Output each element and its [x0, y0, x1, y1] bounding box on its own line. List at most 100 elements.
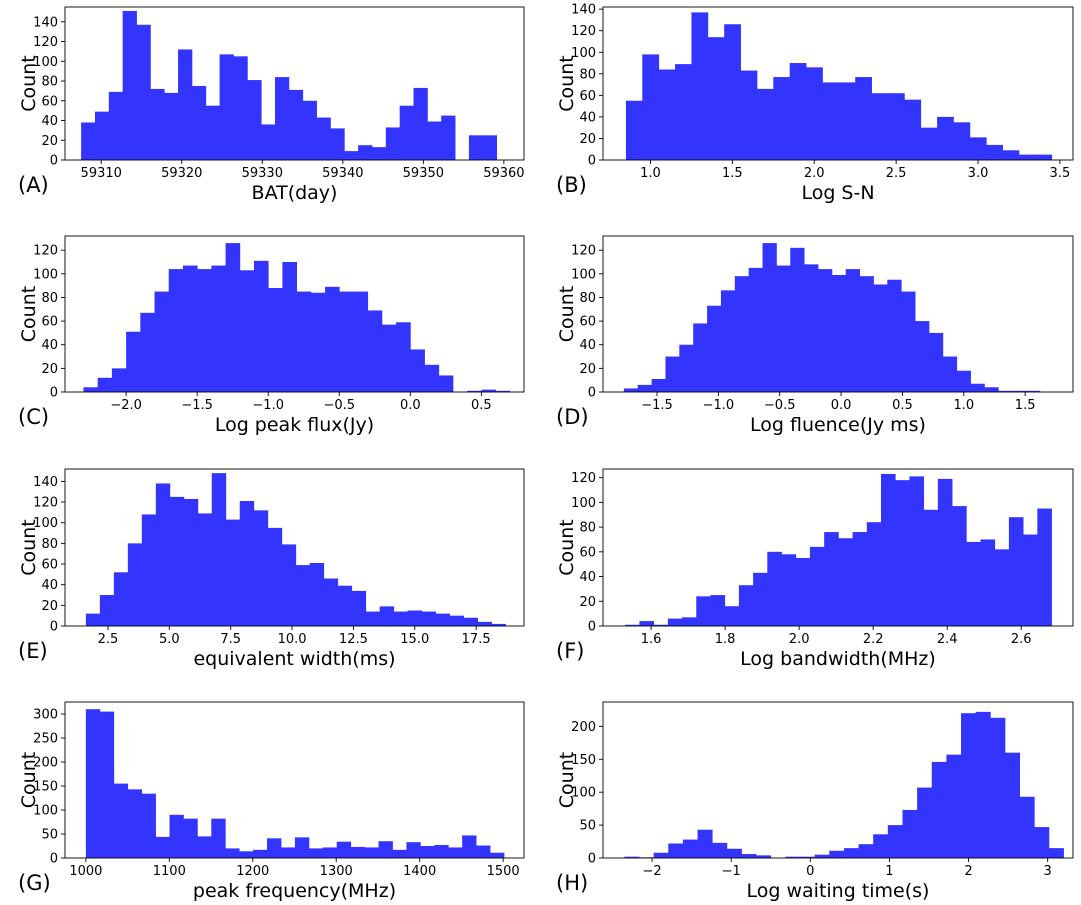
histogram-bar [197, 836, 212, 858]
histogram-bar [1048, 848, 1064, 858]
histogram-bar [164, 92, 179, 160]
histogram-bar [410, 349, 425, 392]
x-tick-label: −1 [722, 864, 741, 879]
histogram-bar [183, 818, 198, 858]
histogram-bar [756, 88, 774, 160]
histogram-panel: 1000 1100 1200 1300 1400 1500 0 50 100 150 200 250 3… [18, 701, 525, 902]
histogram-bar [720, 290, 736, 392]
histogram-bar [773, 77, 791, 160]
histogram-bar [873, 834, 889, 858]
y-tick-label: 80 [579, 67, 596, 82]
histogram-bar [365, 611, 381, 626]
histogram-panel: −2.0 −1.5 −1.0 −0.5 0.0 0.5 0 20 40 60 80 100 120 Log… [18, 235, 525, 436]
y-axis-label: Count [556, 55, 578, 111]
histogram-bar [804, 264, 819, 392]
histogram-bar [915, 321, 930, 392]
histogram-bar [795, 558, 811, 626]
histogram-panel: 1.6 1.8 2.0 2.2 2.4 2.6 0 20 40 60 80 100 120 Log ban… [556, 468, 1074, 670]
histogram-bar [738, 585, 754, 626]
x-axis-label: Log waiting time(s) [747, 880, 930, 902]
histogram-bar [970, 383, 985, 392]
histogram-bar [859, 276, 874, 392]
x-tick-label: 2.5 [98, 632, 119, 647]
axes-frame [64, 701, 525, 859]
histogram-bar [392, 849, 407, 858]
y-tick-label: 80 [579, 521, 596, 536]
histogram-bar [126, 331, 141, 392]
x-tick-label: 2.2 [863, 632, 884, 647]
x-tick-label: 2.0 [789, 632, 810, 647]
histogram-bar [253, 510, 269, 626]
histogram-bar [448, 847, 463, 858]
histogram-bar [336, 841, 352, 858]
histogram-bar [789, 63, 807, 160]
histogram-bar [378, 841, 393, 858]
x-axis-label: peak frequency(MHz) [193, 880, 396, 902]
x-tick-label: 3.5 [1050, 166, 1071, 181]
histogram-bar [838, 538, 853, 626]
histogram-bar [895, 480, 910, 626]
histogram-bar [1037, 508, 1052, 626]
histogram-bar [1008, 517, 1024, 626]
histogram-bar [866, 522, 882, 626]
panel-label: (H) [556, 871, 588, 895]
x-tick-label: 59350 [403, 166, 444, 181]
histogram-bar [928, 332, 944, 392]
histogram-bar [1034, 827, 1050, 858]
histogram-bar [225, 848, 240, 858]
x-tick-label: 10.0 [278, 632, 307, 647]
axes-frame [602, 468, 1074, 627]
histogram-bar [818, 269, 833, 392]
histogram-bar [1012, 390, 1027, 392]
histogram-bar [740, 70, 758, 160]
histogram-bar [756, 855, 772, 858]
histogram-bar [961, 713, 977, 858]
x-tick-label: 12.5 [339, 632, 368, 647]
y-tick-label: 20 [41, 362, 58, 377]
histogram-bar [748, 267, 763, 392]
histogram-bar [1018, 154, 1036, 160]
histogram-bar [178, 49, 193, 161]
histogram-bar [254, 260, 269, 392]
histogram-bar [923, 509, 939, 626]
histogram-bar [413, 87, 428, 160]
x-tick-label: 59320 [161, 166, 202, 181]
x-tick-label: −1.0 [252, 398, 284, 413]
histogram-bar [316, 117, 331, 160]
histogram-bar [191, 85, 207, 160]
histogram-bar [406, 842, 421, 858]
histogram-bar [855, 77, 872, 160]
histogram-bar [829, 850, 845, 858]
histogram-bar [211, 265, 226, 392]
histogram-bar [814, 854, 830, 858]
histogram-bar [917, 787, 933, 858]
y-axis-label: Count [556, 752, 578, 808]
y-tick-label: 150 [33, 780, 58, 795]
histogram-bar [225, 519, 241, 626]
histogram-bar [822, 82, 840, 160]
histogram-bar [762, 243, 777, 392]
histogram-bar [421, 611, 437, 626]
histogram-bar [81, 122, 96, 160]
histogram-bar [197, 269, 212, 392]
histogram-bar [904, 99, 922, 160]
histogram-bar [463, 617, 479, 626]
y-axis-label: Count [556, 286, 578, 342]
x-tick-label: 1.0 [953, 398, 974, 413]
histogram-bar [155, 483, 171, 626]
x-tick-label: 1000 [69, 864, 102, 879]
histogram-bar [350, 846, 365, 858]
panel-label: (A) [18, 173, 49, 197]
panel-label: (G) [18, 871, 51, 895]
y-tick-label: 100 [33, 55, 58, 70]
y-tick-label: 80 [41, 291, 58, 306]
histogram-bar [691, 12, 709, 161]
histogram-bar [99, 711, 115, 858]
histogram-bar [741, 854, 757, 858]
x-tick-label: 59310 [81, 166, 122, 181]
panel-label: (F) [556, 639, 584, 663]
histogram-bar [920, 127, 938, 160]
y-tick-label: 0 [50, 620, 58, 635]
y-tick-label: 0 [588, 386, 596, 401]
histogram-bar [724, 24, 741, 160]
